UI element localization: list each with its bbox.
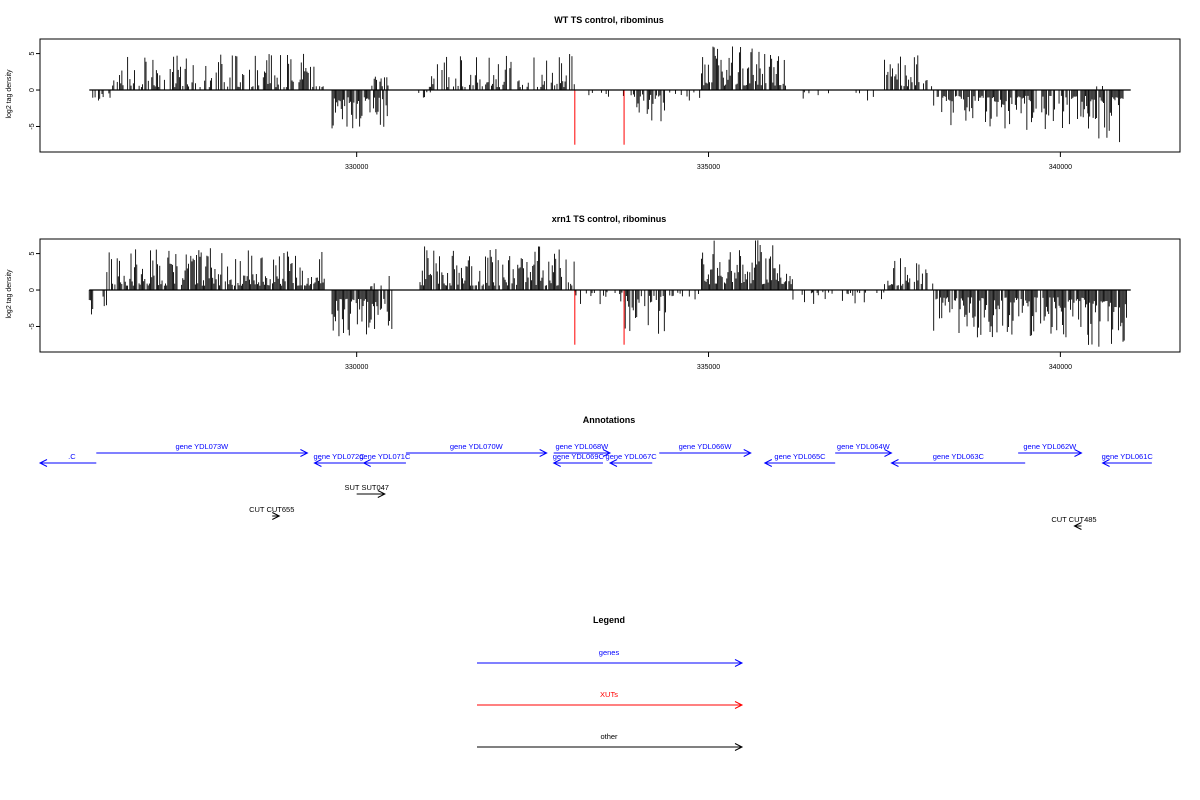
- legend-arrowhead: [734, 701, 744, 709]
- annotation-label: gene YDL069C: [553, 452, 605, 461]
- legend-label: genes: [599, 648, 620, 657]
- legend-items: genes XUTs other: [477, 648, 744, 751]
- annotation-arrowhead: [1073, 522, 1082, 530]
- x-tick-label: 335000: [697, 164, 720, 171]
- annotation-arrowhead: [743, 449, 752, 457]
- annotation-arrowhead: [1101, 459, 1110, 467]
- xrn1-x-ticks: 330000 335000 340000: [345, 352, 1072, 371]
- annotation-label: gene YDL068W: [555, 442, 609, 451]
- annotation-label: gene YDL073W: [175, 442, 229, 451]
- x-tick-label: 330000: [345, 364, 368, 371]
- annotation-label: gene YDL065C: [774, 452, 826, 461]
- annotation-arrowhead: [300, 449, 309, 457]
- annotation-label: gene YDL070W: [450, 442, 504, 451]
- annotation-arrowhead: [890, 459, 899, 467]
- wt-density-bars: [89, 46, 1131, 145]
- annotation-arrowhead: [608, 459, 618, 467]
- y-tick-label: -5: [29, 123, 36, 129]
- annotation-label: gene YDL071C: [359, 452, 411, 461]
- annotation-arrowhead: [539, 449, 548, 457]
- annotation-arrowhead: [377, 490, 386, 498]
- annotation-arrowhead: [362, 459, 371, 467]
- legend-label: other: [600, 732, 618, 741]
- x-tick-label: 340000: [1049, 364, 1072, 371]
- annotations-title: Annotations: [583, 415, 636, 425]
- wt-y-ticks: -5 0 5: [29, 52, 40, 130]
- x-tick-label: 335000: [697, 364, 720, 371]
- annotation-label: .C: [68, 452, 76, 461]
- wt-y-axis-label: log2 tag density: [6, 69, 13, 119]
- wt-plot-frame: [39, 38, 1181, 153]
- annotation-arrowhead: [763, 459, 773, 467]
- annotation-arrowhead: [38, 459, 48, 467]
- xrn1-y-axis-label: log2 tag density: [6, 269, 13, 319]
- annotation-arrowhead: [602, 449, 612, 457]
- legend-arrowhead: [734, 659, 744, 667]
- y-tick-label: 5: [29, 252, 36, 256]
- annotation-arrowhead: [884, 449, 893, 457]
- wt-x-ticks: 330000 335000 340000: [345, 152, 1072, 171]
- y-tick-label: -5: [29, 323, 36, 329]
- annotation-label: gene YDL061C: [1102, 452, 1154, 461]
- annotation-label: gene YDL066W: [679, 442, 733, 451]
- y-tick-label: 0: [29, 288, 36, 292]
- annotation-label: gene YDL063C: [933, 452, 985, 461]
- x-tick-label: 340000: [1049, 164, 1072, 171]
- annotation-arrowhead: [1074, 449, 1083, 457]
- xrn1-y-ticks: -5 0 5: [29, 252, 40, 330]
- x-tick-label: 330000: [345, 164, 368, 171]
- annotation-label: gene YDL072C: [313, 452, 365, 461]
- annotation-arrowhead: [313, 459, 322, 467]
- annotation-arrowhead: [552, 459, 561, 467]
- annotation-label: gene YDL064W: [837, 442, 891, 451]
- wt-density-panel: WT TS control, ribominus log2 tag densit…: [6, 15, 1181, 171]
- y-tick-label: 5: [29, 52, 36, 56]
- legend: Legend genes XUTs other: [477, 615, 744, 751]
- legend-title: Legend: [593, 615, 625, 625]
- y-tick-label: 0: [29, 88, 36, 92]
- annotation-label: SUT SUT047: [345, 483, 389, 492]
- annotation-label: CUT CUT485: [1051, 515, 1096, 524]
- legend-arrowhead: [734, 743, 744, 751]
- wt-panel-title: WT TS control, ribominus: [554, 15, 664, 25]
- xrn1-panel-title: xrn1 TS control, ribominus: [552, 214, 667, 224]
- xrn1-plot-frame: [39, 238, 1181, 353]
- annotation-label: gene YDL062W: [1023, 442, 1077, 451]
- xrn1-density-panel: xrn1 TS control, ribominus log2 tag dens…: [6, 214, 1181, 371]
- annotation-arrowhead: [272, 512, 281, 520]
- annotation-label: gene YDL067C: [606, 452, 658, 461]
- xrn1-density-bars: [88, 240, 1131, 347]
- annotation-label: CUT CUT655: [249, 505, 294, 514]
- legend-label: XUTs: [600, 690, 618, 699]
